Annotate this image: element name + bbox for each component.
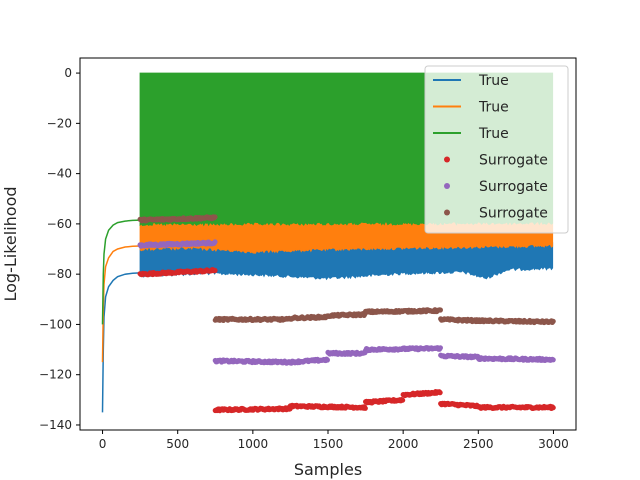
- y-tick-label: −60: [47, 217, 72, 231]
- series-line-true-2-burnin: [101, 245, 141, 363]
- surrogate-point: [437, 390, 443, 396]
- surrogate-point: [437, 307, 443, 313]
- y-tick-label: 0: [64, 66, 72, 80]
- x-tick-label: 1500: [313, 437, 344, 451]
- legend-label: True: [478, 100, 509, 116]
- x-tick-label: 2000: [388, 437, 419, 451]
- y-tick-label: −40: [47, 167, 72, 181]
- x-tick-label: 500: [166, 437, 189, 451]
- legend-label: Surrogate: [479, 206, 548, 222]
- series-surrogate-2: [137, 239, 556, 366]
- legend-marker-swatch: [444, 183, 450, 189]
- surrogate-point: [400, 397, 406, 403]
- surrogate-point: [550, 405, 556, 411]
- surrogate-point: [550, 357, 556, 363]
- y-tick-label: −140: [39, 418, 72, 432]
- surrogate-point: [437, 345, 443, 351]
- legend-label: Surrogate: [479, 153, 548, 169]
- legend-label: True: [478, 126, 509, 142]
- legend-marker-swatch: [444, 209, 450, 216]
- y-tick-label: −20: [47, 116, 72, 130]
- legend: True True True Surrogate Surrogate Surrogate: [424, 65, 569, 234]
- y-axis-label: Log-Likelihood: [1, 186, 20, 301]
- legend-label: Surrogate: [479, 179, 548, 195]
- x-axis-label: Samples: [294, 460, 362, 479]
- axes: 0 500 1000 1500 2000 2500 3000 0 −20 −40 −60 −80 −10…: [39, 57, 577, 451]
- surrogate-point: [212, 267, 218, 274]
- series-line-true-3-burnin: [101, 219, 141, 325]
- legend-box: [424, 65, 569, 234]
- x-tick-label: 2500: [463, 437, 494, 451]
- x-tick-label: 3000: [538, 437, 569, 451]
- surrogate-point: [362, 405, 368, 411]
- legend-label: True: [478, 73, 509, 89]
- series-surrogate-3: [137, 214, 556, 326]
- legend-marker-swatch: [444, 156, 450, 163]
- surrogate-point: [324, 357, 330, 363]
- x-tick-label: 0: [99, 437, 107, 451]
- x-tick-label: 1000: [238, 437, 269, 451]
- series-line-true-1-burnin: [101, 272, 141, 413]
- surrogate-point: [550, 318, 556, 324]
- surrogate-point: [212, 239, 218, 245]
- y-tick-label: −80: [47, 267, 72, 281]
- y-tick-label: −120: [39, 368, 72, 382]
- y-tick-label: −100: [39, 317, 72, 331]
- series-surrogate-1: [137, 267, 556, 414]
- surrogate-point: [212, 214, 218, 220]
